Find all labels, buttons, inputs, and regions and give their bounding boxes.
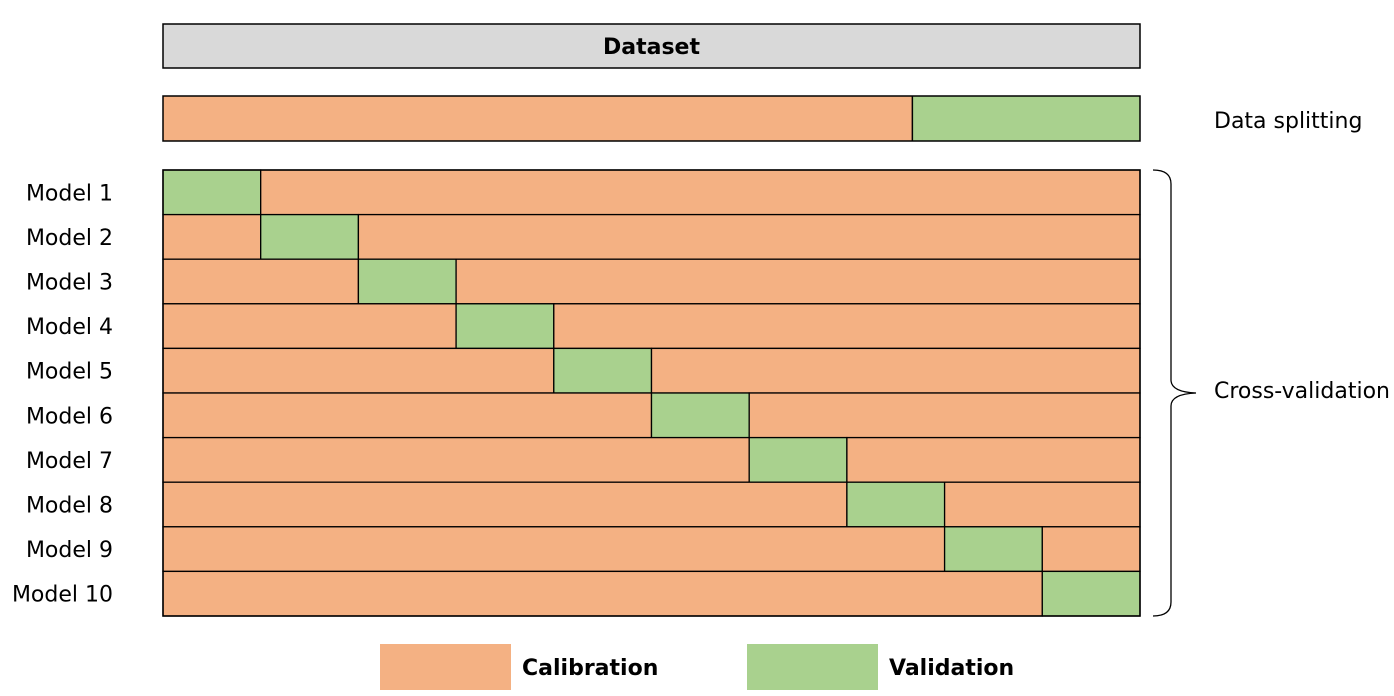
model-row: Model 7 — [26, 436, 1141, 483]
validation-segment — [1041, 570, 1141, 617]
validation-segment — [650, 392, 750, 439]
validation-segment — [260, 213, 360, 260]
validation-segment — [943, 526, 1043, 573]
calibration-segment — [162, 481, 848, 528]
data-splitting-bar — [162, 95, 1141, 142]
split-calibration-segment — [163, 96, 913, 141]
model-row: Model 5 — [26, 347, 1141, 394]
calibration-segment — [162, 258, 360, 305]
calibration-segment — [162, 526, 946, 573]
model-label: Model 4 — [26, 315, 113, 340]
calibration-segment — [162, 347, 555, 394]
calibration-segment — [943, 481, 1141, 528]
model-label: Model 6 — [26, 404, 113, 429]
legend-calibration-label: Calibration — [522, 656, 658, 681]
model-label: Model 10 — [12, 583, 113, 608]
legend: Calibration Validation — [380, 644, 1014, 690]
calibration-segment — [162, 303, 457, 350]
model-row: Model 8 — [26, 481, 1141, 528]
model-label: Model 2 — [26, 226, 113, 251]
validation-segment — [357, 258, 457, 305]
model-label: Model 8 — [26, 494, 113, 519]
model-row: Model 6 — [26, 392, 1141, 439]
model-label: Model 7 — [26, 449, 113, 474]
dataset-label: Dataset — [603, 35, 700, 60]
legend-validation-label: Validation — [889, 656, 1014, 681]
legend-calibration-swatch — [380, 644, 511, 690]
grid-outline — [162, 169, 1141, 617]
split-validation-segment — [912, 96, 1140, 141]
calibration-segment — [162, 213, 262, 260]
data-splitting-label: Data splitting — [1214, 109, 1362, 134]
calibration-segment — [260, 169, 1141, 216]
dataset-bar: Dataset — [162, 23, 1141, 69]
cross-validation-label: Cross-validation — [1214, 379, 1390, 404]
validation-segment — [455, 303, 555, 350]
validation-segment — [162, 169, 262, 216]
validation-segment — [553, 347, 653, 394]
calibration-segment — [162, 436, 750, 483]
calibration-segment — [162, 392, 653, 439]
model-label: Model 9 — [26, 538, 113, 563]
model-row: Model 4 — [26, 303, 1141, 350]
calibration-segment — [748, 392, 1141, 439]
legend-validation-swatch — [747, 644, 878, 690]
validation-segment — [846, 481, 946, 528]
model-row: Model 1 — [26, 169, 1141, 216]
model-row: Model 2 — [26, 213, 1141, 260]
split-outline — [162, 95, 1141, 142]
calibration-segment — [357, 213, 1141, 260]
calibration-segment — [162, 570, 1043, 617]
model-label: Model 3 — [26, 271, 113, 296]
calibration-segment — [455, 258, 1141, 305]
cross-validation-grid: Model 1 Model 2 Model 3 Model 4 Model 5 Model… — [12, 169, 1141, 617]
cross-validation-brace — [1152, 169, 1197, 617]
calibration-segment — [650, 347, 1141, 394]
calibration-segment — [553, 303, 1141, 350]
dataset-rect — [162, 23, 1141, 69]
model-row: Model 3 — [26, 258, 1141, 305]
model-row: Model 9 — [26, 526, 1141, 573]
calibration-segment — [1041, 526, 1141, 573]
model-label: Model 5 — [26, 360, 113, 385]
validation-segment — [748, 436, 848, 483]
model-row: Model 10 — [12, 570, 1141, 617]
calibration-segment — [846, 436, 1141, 483]
model-label: Model 1 — [26, 181, 113, 206]
